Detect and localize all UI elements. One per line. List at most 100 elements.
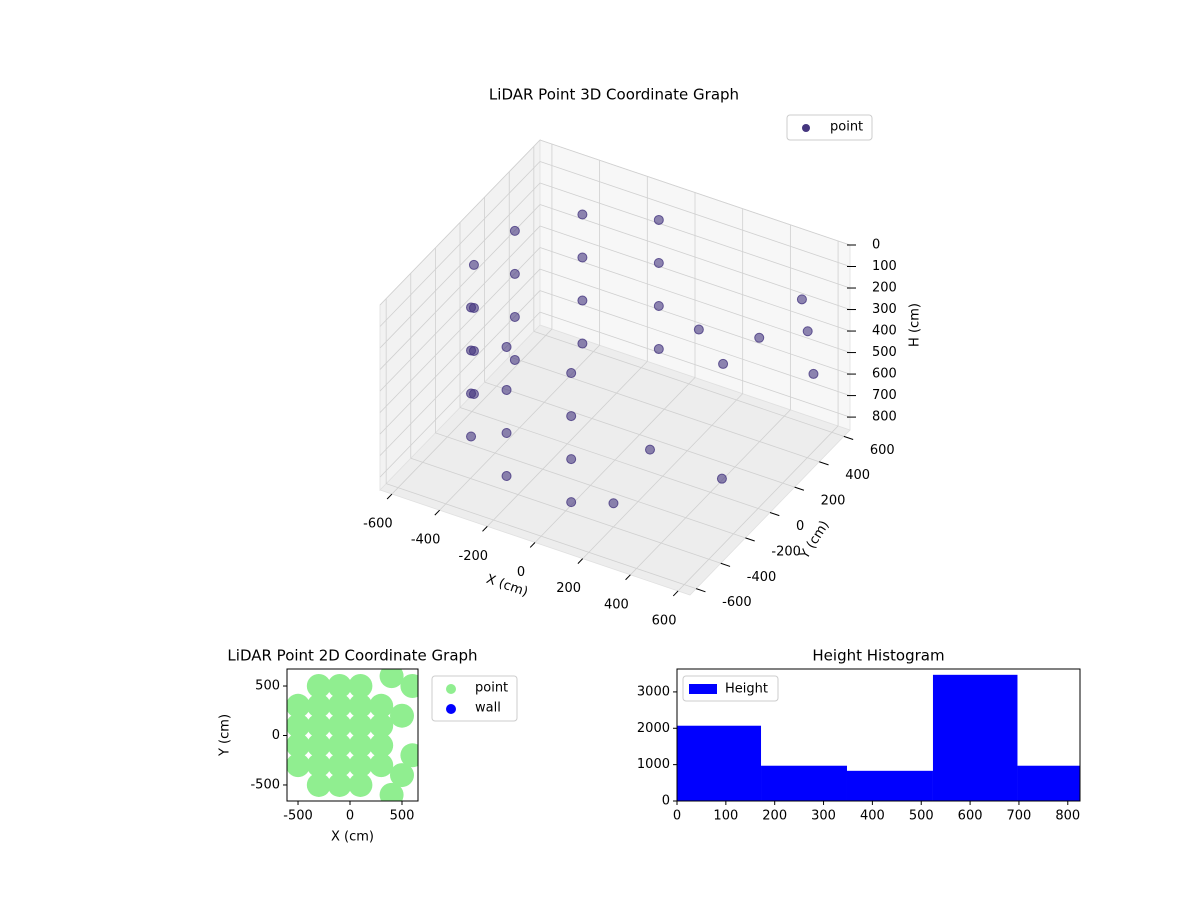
point (509, 354, 520, 365)
y-tick (745, 537, 755, 542)
y-tick-label: 3000 (637, 684, 670, 699)
grid-line (435, 432, 746, 539)
grid-line (539, 204, 851, 310)
grid-line (379, 182, 541, 349)
z-tick-label: 500 (872, 345, 897, 360)
point (306, 693, 331, 718)
z-tick-label: 800 (872, 410, 897, 425)
x-tick (625, 574, 631, 581)
point (287, 693, 311, 718)
x-tick-label: 0 (346, 809, 354, 824)
z-tick-label: 0 (872, 238, 880, 253)
grid-line (533, 330, 844, 437)
legend-label: wall (475, 701, 501, 716)
grid-line (379, 311, 541, 478)
grid-line (379, 139, 541, 306)
x-tick-label: 200 (556, 581, 581, 596)
point (653, 301, 664, 312)
point (577, 338, 588, 349)
point (802, 326, 813, 337)
grid-line (539, 247, 851, 353)
y-axis-label: Y (cm) (218, 714, 233, 757)
legend-marker (689, 684, 717, 694)
point (287, 713, 311, 738)
z-tick-label: 700 (872, 388, 897, 403)
chart-title: LiDAR Point 3D Coordinate Graph (489, 86, 739, 104)
legend-marker (446, 704, 456, 714)
point (327, 693, 352, 718)
point (566, 454, 577, 465)
point (501, 341, 512, 352)
grid-line (509, 356, 820, 463)
grid-line (459, 407, 771, 513)
point (645, 444, 655, 455)
point (653, 257, 664, 268)
point (566, 411, 577, 422)
point (653, 214, 664, 225)
legend: point (786, 114, 873, 141)
z-tick-label: 600 (872, 367, 897, 382)
point (369, 713, 394, 738)
y-tick-label: 500 (255, 679, 280, 694)
point (379, 669, 404, 689)
y-tick-label: -400 (747, 570, 777, 585)
point (808, 368, 819, 379)
point (754, 332, 765, 343)
grid-line (379, 268, 541, 435)
chart-title: LiDAR Point 2D Coordinate Graph (227, 647, 477, 665)
x-tick-label: -200 (459, 549, 489, 564)
x-tick-label: 200 (762, 809, 787, 824)
x-tick-label: 600 (652, 613, 677, 628)
point (348, 733, 373, 758)
x-tick-label: 0 (517, 565, 525, 580)
grid-line (379, 161, 541, 327)
point (577, 209, 588, 220)
y-tick-label: 600 (870, 443, 895, 458)
point (348, 693, 373, 718)
z-tick-label: 300 (872, 302, 897, 317)
x-tick-label: 500 (390, 809, 415, 824)
y-tick-label: 0 (272, 728, 280, 743)
point (468, 388, 479, 399)
plot-area (287, 669, 418, 801)
point (348, 753, 373, 778)
point (379, 782, 404, 801)
point (608, 498, 619, 509)
grid-line (539, 139, 851, 246)
grid-line (379, 225, 541, 392)
bar (932, 674, 1018, 801)
point (287, 733, 311, 758)
y-tick-label: -500 (250, 777, 280, 792)
x-tick (672, 590, 679, 597)
y-tick-label: -600 (722, 595, 752, 610)
x-tick-label: 600 (958, 809, 983, 824)
grid-line (484, 381, 795, 488)
point (653, 344, 664, 355)
point (327, 733, 352, 758)
point (287, 753, 311, 778)
bar (846, 770, 933, 801)
point (796, 294, 807, 305)
point (501, 427, 512, 438)
point (306, 733, 331, 758)
y-tick (794, 486, 805, 491)
point (501, 471, 512, 482)
y-tick (769, 512, 780, 517)
legend-label: point (830, 120, 863, 135)
x-tick (577, 558, 584, 564)
point (566, 497, 577, 508)
legend: point wall (431, 675, 518, 722)
grid-line (386, 483, 697, 590)
x-tick-label: 100 (713, 809, 738, 824)
x-tick (434, 509, 440, 516)
grid-line (539, 311, 851, 418)
point (369, 693, 394, 718)
point (466, 431, 477, 442)
x-tick (386, 493, 393, 500)
point (566, 368, 577, 379)
point (718, 358, 729, 369)
z-tick-label: 400 (872, 324, 897, 339)
point (400, 743, 418, 768)
point (716, 473, 727, 484)
